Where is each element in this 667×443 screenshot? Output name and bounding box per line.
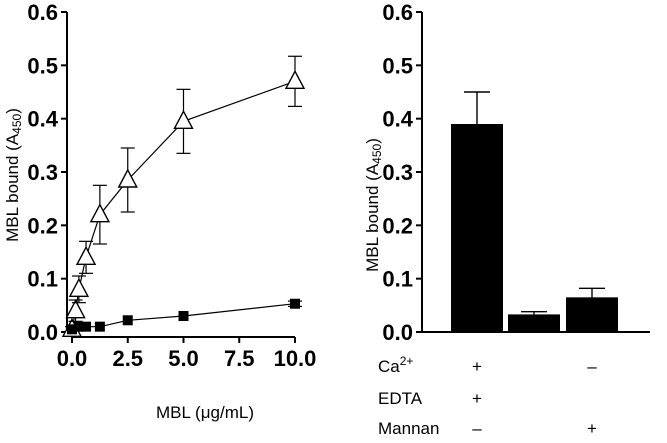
- left-y-axis-label: MBL bound (A450): [3, 108, 24, 242]
- square-point: [178, 311, 189, 321]
- square-point: [94, 321, 105, 332]
- left-x-tick-label: 7.5: [224, 346, 255, 371]
- right-y-tick-label: 0.1: [382, 267, 413, 292]
- right-y-tick-label: 0.4: [382, 107, 413, 132]
- square-point: [81, 321, 92, 332]
- left-x-tick-label: 10.0: [274, 346, 317, 371]
- square-point: [122, 315, 133, 326]
- left-y-tick-label: 0.2: [27, 213, 58, 238]
- left-x-tick-label: 5.0: [168, 346, 199, 371]
- left-y-tick-label: 0.5: [27, 53, 58, 78]
- square-point: [73, 321, 84, 332]
- left-y-tick-label: 0.6: [27, 0, 58, 25]
- condition-mark: –: [472, 419, 482, 438]
- right-y-axis-label: MBL bound (A450): [363, 138, 384, 272]
- condition-mark: –: [587, 357, 597, 376]
- condition-label-edta: EDTA: [378, 389, 423, 408]
- bar: [508, 314, 560, 332]
- left-y-tick-label: 0.4: [27, 107, 58, 132]
- left-y-tick-label: 0.0: [27, 320, 58, 345]
- left-x-tick-label: 2.5: [112, 346, 143, 371]
- triangle-point: [173, 109, 194, 130]
- left-x-tick-label: 0.0: [57, 346, 88, 371]
- right-y-tick-label: 0.0: [382, 320, 413, 345]
- right-bar-chart: MBL bound (A450) 0.0 0.1 0.2 0.3 0.4 0.5 0.6 Ca…: [363, 0, 650, 438]
- triangle-point: [117, 168, 138, 188]
- left-line-chart: MBL bound (A450) MBL (μg/mL) 0.0 0.1 0.2 0.…: [3, 0, 316, 422]
- square-point: [290, 298, 300, 309]
- triangle-point: [89, 203, 111, 223]
- square-point: [67, 324, 77, 335]
- right-y-tick-label: 0.3: [382, 160, 413, 185]
- condition-mark: +: [472, 389, 482, 408]
- bar: [451, 124, 503, 332]
- condition-label-ca: Ca2+: [378, 354, 413, 376]
- left-y-tick-label: 0.3: [27, 160, 58, 185]
- left-x-axis-label: MBL (μg/mL): [156, 403, 254, 422]
- bar: [566, 297, 618, 332]
- condition-label-mannan: Mannan: [378, 419, 439, 438]
- right-y-tick-label: 0.5: [382, 53, 413, 78]
- triangle-point: [284, 69, 306, 90]
- triangle-point: [75, 245, 97, 266]
- left-y-tick-label: 0.1: [27, 267, 58, 292]
- condition-mark: +: [587, 419, 597, 438]
- triangle-point: [65, 299, 86, 319]
- condition-mark: +: [472, 357, 482, 376]
- right-y-tick-label: 0.2: [382, 213, 413, 238]
- right-y-tick-label: 0.6: [382, 0, 413, 25]
- triangle-point: [68, 277, 90, 298]
